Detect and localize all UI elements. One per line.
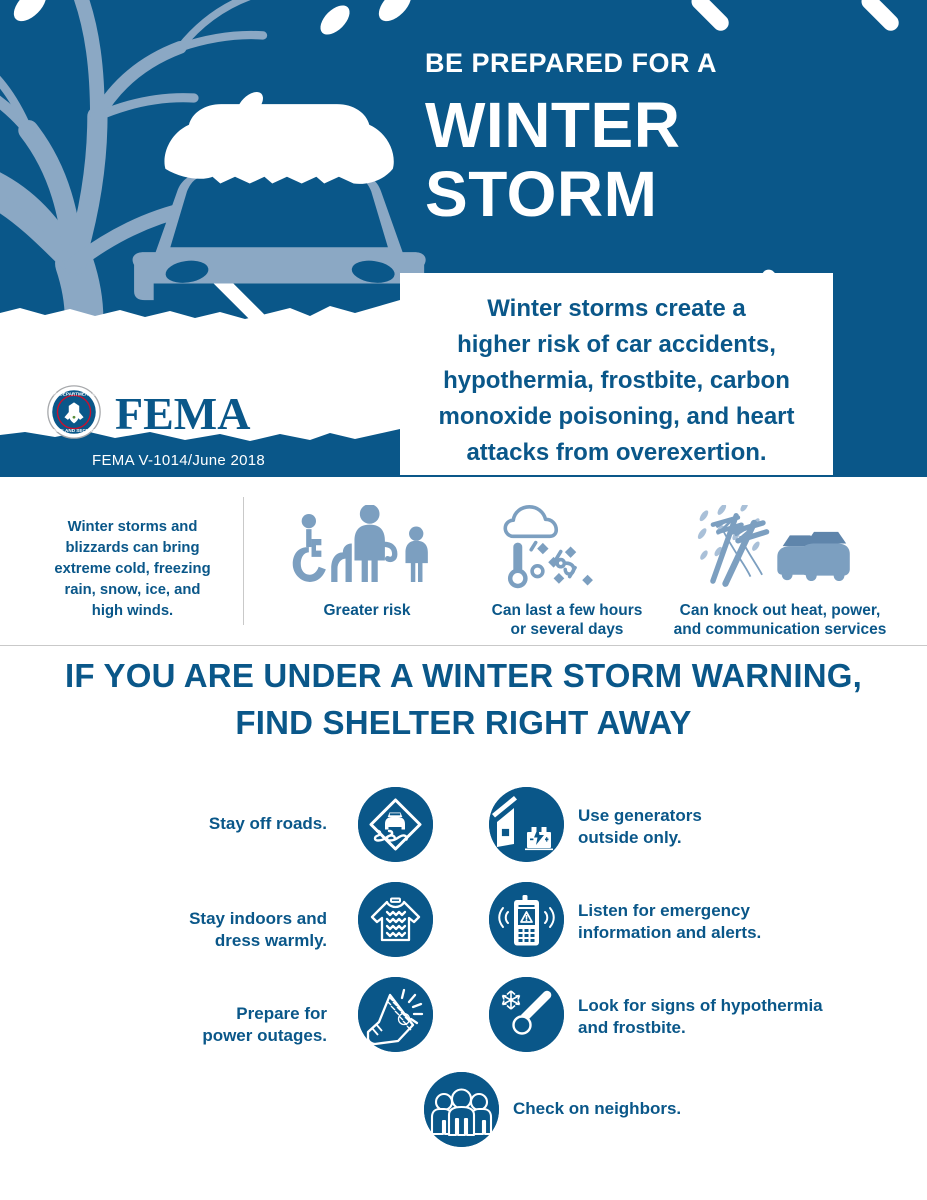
svg-text:U.S. DEPARTMENT OF: U.S. DEPARTMENT OF bbox=[49, 391, 99, 396]
svg-text:HOMELAND SECURITY: HOMELAND SECURITY bbox=[48, 428, 99, 433]
